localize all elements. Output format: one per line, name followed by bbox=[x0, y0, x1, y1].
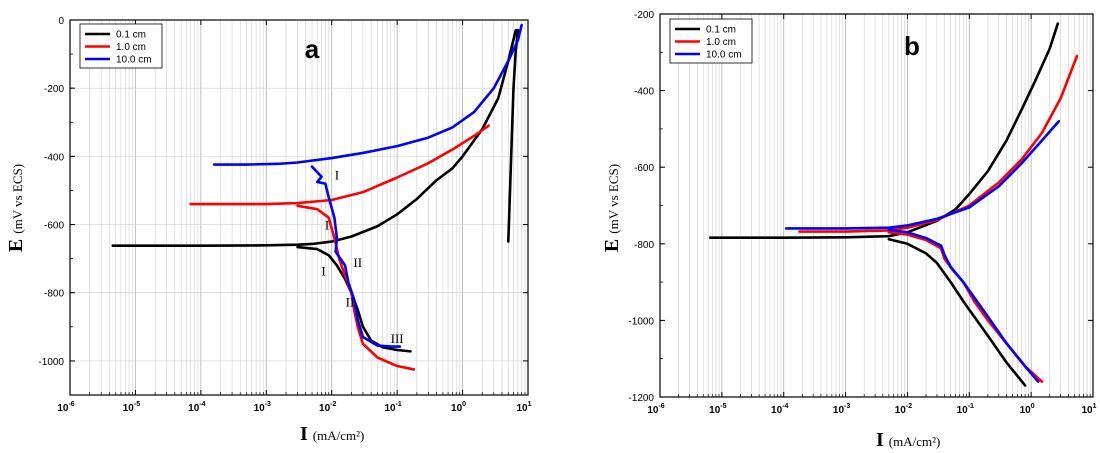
y-tick-label: -600 bbox=[44, 221, 64, 232]
panel-label: b bbox=[904, 31, 920, 61]
series-line-2 bbox=[784, 119, 1061, 230]
annotation-label: II bbox=[353, 255, 362, 270]
x-tick-label: 101 bbox=[516, 401, 531, 414]
y-tick-label: -800 bbox=[44, 289, 64, 300]
series-curves bbox=[708, 22, 1079, 387]
series-curves bbox=[111, 23, 523, 371]
x-tick-label: 10-3 bbox=[833, 403, 850, 416]
y-axis: 0 -200 -400 -600 -800 -1000 bbox=[38, 16, 528, 396]
legend-entry: 10.0 cm bbox=[116, 55, 152, 66]
series-line-0 bbox=[111, 28, 520, 247]
x-tick-label: 10-5 bbox=[709, 403, 726, 416]
y-tick-label: -200 bbox=[44, 84, 64, 95]
x-tick-label: 10-5 bbox=[123, 401, 140, 414]
x-tick-label: 100 bbox=[451, 401, 466, 414]
annotation-label: III bbox=[391, 331, 404, 346]
x-tick-label: 10-2 bbox=[895, 403, 912, 416]
annotation-label: II bbox=[346, 294, 355, 309]
y-axis-label: E(mV vs ECS) bbox=[601, 164, 623, 252]
x-axis-label: I (mA/cm²) bbox=[300, 423, 364, 445]
y-tick-label: -600 bbox=[634, 163, 654, 174]
annotation-label: I bbox=[325, 218, 329, 233]
series-line-1 bbox=[189, 124, 490, 206]
x-axis: 10-6 10-5 10-4 10-3 10-2 10-1 100 101 bbox=[57, 20, 532, 414]
x-tick-label: 10-1 bbox=[384, 401, 401, 414]
annotation-label: I bbox=[335, 168, 339, 183]
y-tick-label: -1000 bbox=[628, 316, 654, 327]
x-grid bbox=[659, 14, 1091, 397]
x-tick-label: 10-4 bbox=[771, 403, 788, 416]
x-tick-label: 101 bbox=[1081, 403, 1096, 416]
series-line-0-cathodic bbox=[887, 237, 1027, 387]
y-axis: -200 -400 -600 -800 -1000 -1200 bbox=[628, 10, 1093, 404]
annotation-label: I bbox=[321, 264, 325, 279]
x-tick-label: 10-6 bbox=[647, 403, 664, 416]
y-tick-label: -1200 bbox=[628, 393, 654, 404]
y-tick-label: -800 bbox=[634, 240, 654, 251]
series-line-0 bbox=[708, 22, 1060, 239]
y-tick-label: -400 bbox=[44, 152, 64, 163]
x-tick-label: 10-4 bbox=[188, 401, 205, 414]
x-axis: 10-6 10-5 10-4 10-3 10-2 10-1 100 101 bbox=[647, 14, 1097, 416]
legend-entry: 0.1 cm bbox=[116, 30, 146, 41]
y-tick-label: -200 bbox=[634, 10, 654, 21]
series-line-1 bbox=[798, 54, 1079, 233]
panel-label: a bbox=[305, 34, 320, 64]
y-axis-label: E(mV vs ECS) bbox=[5, 164, 27, 252]
series-line-2-cathodic bbox=[310, 165, 402, 348]
plot-frame bbox=[69, 19, 529, 396]
legend-entry: 1.0 cm bbox=[116, 42, 146, 53]
y-tick-label: 0 bbox=[58, 16, 64, 27]
series-line-2 bbox=[212, 23, 523, 166]
legend: 0.1 cm1.0 cm 10.0 cm bbox=[79, 23, 163, 69]
x-axis-label: I (mA/cm²) bbox=[876, 429, 940, 451]
x-tick-label: 10-3 bbox=[254, 401, 271, 414]
series-line-2-cathodic bbox=[887, 228, 1040, 383]
y-tick-label: -400 bbox=[634, 87, 654, 98]
x-tick-label: 10-2 bbox=[319, 401, 336, 414]
x-grid bbox=[69, 19, 528, 395]
x-tick-label: 100 bbox=[1020, 403, 1035, 416]
x-tick-label: 10-1 bbox=[957, 403, 974, 416]
legend-entry: 10.0 cm bbox=[706, 50, 742, 61]
legend-entry: 1.0 cm bbox=[706, 37, 736, 48]
legend-entry: 0.1 cm bbox=[706, 25, 736, 36]
legend: 0.1 cm1.0 cm 10.0 cm bbox=[669, 18, 753, 64]
x-tick-label: 10-6 bbox=[57, 401, 74, 414]
y-tick-label: -1000 bbox=[38, 357, 64, 368]
